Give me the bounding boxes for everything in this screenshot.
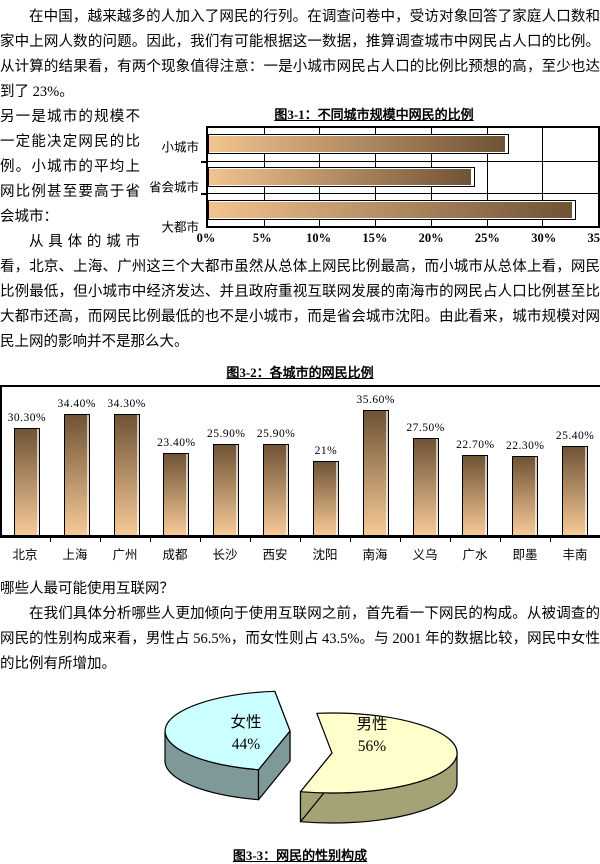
bar-value-label: 27.50% bbox=[406, 422, 444, 434]
bar-value-label: 25.40% bbox=[556, 430, 594, 442]
x-axis-tick bbox=[400, 538, 401, 542]
bar-北京 bbox=[14, 428, 40, 535]
city-label: 成都 bbox=[150, 544, 200, 563]
bar-value-label: 23.40% bbox=[157, 437, 195, 449]
figure-3-3-caption: 图3-3：网民的性别构成 bbox=[0, 848, 600, 864]
bar-value-label: 22.30% bbox=[506, 440, 544, 452]
bar-value-label: 34.30% bbox=[107, 398, 145, 410]
x-tick-label: 20% bbox=[419, 231, 444, 246]
city-label: 长沙 bbox=[200, 544, 250, 563]
bar-value-label: 34.40% bbox=[58, 398, 96, 410]
figure-3-2-caption: 图3-2：各城市的网民比例 bbox=[0, 365, 600, 381]
city-label: 广州 bbox=[100, 544, 150, 563]
x-axis-tick bbox=[150, 538, 151, 542]
bar-即墨 bbox=[512, 456, 538, 535]
x-axis-tick bbox=[500, 538, 501, 542]
bar-value-label: 25.90% bbox=[207, 428, 245, 440]
chart-3-1-y-axis-labels: 小城市省会城市大都市 bbox=[148, 126, 206, 246]
bar-上海 bbox=[64, 414, 90, 535]
x-axis-tick bbox=[100, 538, 101, 542]
female-slice-label: 44% bbox=[232, 736, 261, 753]
paragraph-2: 从具体的城市看，北京、上海、广州这三个大都市虽然从总体上网民比例最高，而小城市从… bbox=[0, 230, 600, 355]
bar-广州 bbox=[114, 414, 140, 535]
gridline-horizontal bbox=[208, 161, 598, 162]
x-tick-label: 15% bbox=[362, 231, 387, 246]
category-label: 小城市 bbox=[161, 136, 199, 155]
bar-fill bbox=[209, 169, 471, 185]
bar-省会城市 bbox=[208, 167, 475, 187]
x-tick-label: 10% bbox=[306, 231, 331, 246]
chart-3-1-main: 0%5%10%15%20%25%30%35% bbox=[206, 126, 600, 246]
x-tick-label: 30% bbox=[531, 231, 556, 246]
female-slice-label: 女性 bbox=[230, 712, 261, 731]
category-label: 大都市 bbox=[161, 217, 199, 236]
paragraph-1: 在中国，越来越多的人加入了网民的行列。在调查问卷中，受访对象回答了家庭人口数和家… bbox=[0, 5, 600, 105]
bar-丰南 bbox=[562, 446, 588, 536]
x-tick-label: 5% bbox=[253, 231, 272, 246]
bar-长沙 bbox=[213, 444, 239, 535]
x-axis-tick bbox=[250, 538, 251, 542]
gender-pie-chart: 男性 56% 女性 44% bbox=[0, 683, 600, 841]
figure-3-2: 30.30% 34.40% 34.30% 23.40% 25.90% 25.90% 21% 3… bbox=[0, 385, 600, 563]
city-label: 即墨 bbox=[500, 544, 550, 563]
city-label: 义乌 bbox=[400, 544, 450, 563]
bar-成都 bbox=[163, 453, 189, 535]
x-tick-label: 35% bbox=[588, 231, 600, 246]
city-label: 北京 bbox=[0, 544, 50, 563]
bar-西安 bbox=[263, 444, 289, 535]
city-label: 上海 bbox=[50, 544, 100, 563]
male-slice-label: 56% bbox=[358, 738, 387, 755]
bar-fill bbox=[209, 136, 505, 152]
chart-3-1-plot-area bbox=[206, 126, 600, 228]
question-heading: 哪些人最可能使用互联网？ bbox=[0, 577, 600, 602]
city-label: 丰南 bbox=[550, 544, 600, 563]
city-label: 西安 bbox=[250, 544, 300, 563]
figure-3-3: 男性 56% 女性 44% bbox=[0, 683, 600, 846]
bar-沈阳 bbox=[313, 461, 339, 535]
x-axis-tick bbox=[50, 538, 51, 542]
bar-value-label: 21% bbox=[315, 445, 338, 457]
chart-3-2-plot-area: 30.30% 34.40% 34.30% 23.40% 25.90% 25.90% 21% 3… bbox=[0, 385, 600, 538]
figure-3-1-caption: 图3-1：不同城市规模中网民的比例 bbox=[148, 107, 600, 123]
city-label: 沈阳 bbox=[300, 544, 350, 563]
bar-大都市 bbox=[208, 200, 576, 220]
bar-广水 bbox=[462, 455, 488, 535]
bar-南海 bbox=[363, 410, 389, 535]
chart-3-1-x-axis-labels: 0%5%10%15%20%25%30%35% bbox=[206, 228, 600, 246]
bar-fill bbox=[209, 202, 572, 218]
category-label: 省会城市 bbox=[149, 177, 199, 196]
document-page: 在中国，越来越多的人加入了网民的行列。在调查问卷中，受访对象回答了家庭人口数和家… bbox=[0, 0, 600, 830]
bar-value-label: 25.90% bbox=[257, 428, 295, 440]
city-label: 广水 bbox=[450, 544, 500, 563]
male-slice-label: 男性 bbox=[356, 715, 387, 733]
figure-3-1: 图3-1：不同城市规模中网民的比例 小城市省会城市大都市 0% 5% 10% 15% 2… bbox=[148, 107, 600, 246]
x-axis-tick bbox=[200, 538, 201, 542]
y-axis-tick bbox=[201, 161, 206, 163]
bar-小城市 bbox=[208, 134, 509, 154]
bar-value-label: 30.30% bbox=[8, 412, 46, 424]
x-axis-tick bbox=[450, 538, 451, 542]
x-axis-tick bbox=[300, 538, 301, 542]
paragraph-3: 在我们具体分析哪些人更加倾向于使用互联网之前，首先看一下网民的构成。从被调查的网… bbox=[0, 602, 600, 677]
x-tick-label: 25% bbox=[475, 231, 500, 246]
y-axis-tick bbox=[201, 193, 206, 195]
gridline-horizontal bbox=[208, 193, 598, 194]
bar-value-label: 35.60% bbox=[357, 394, 395, 406]
bar-value-label: 22.70% bbox=[456, 439, 494, 451]
city-label: 南海 bbox=[350, 544, 400, 563]
x-axis-tick bbox=[350, 538, 351, 542]
bar-义乌 bbox=[413, 438, 439, 535]
x-tick-label: 0% bbox=[197, 231, 216, 246]
x-axis-tick bbox=[550, 538, 551, 542]
